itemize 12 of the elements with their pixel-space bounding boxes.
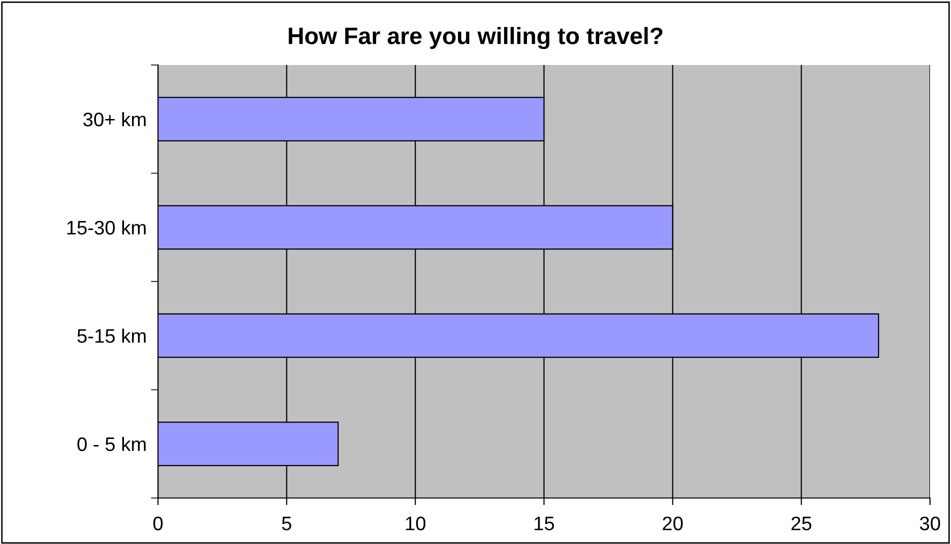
x-tick-label: 5	[282, 516, 292, 530]
x-tick-label: 15	[534, 516, 554, 530]
y-tick-label: 15-30 km	[67, 220, 146, 235]
y-tick-label: 5-15 km	[77, 328, 146, 343]
x-tick-label: 0	[153, 516, 163, 530]
x-tick-label: 25	[792, 516, 812, 530]
y-tick-label: 30+ km	[83, 112, 146, 126]
y-tick-label: 0 - 5 km	[77, 436, 146, 452]
x-tick-label: 20	[662, 516, 683, 530]
chart-title: How Far are you willing to travel?	[288, 26, 662, 50]
x-tick-label: 10	[406, 516, 426, 530]
x-tick-label: 30	[920, 516, 940, 530]
